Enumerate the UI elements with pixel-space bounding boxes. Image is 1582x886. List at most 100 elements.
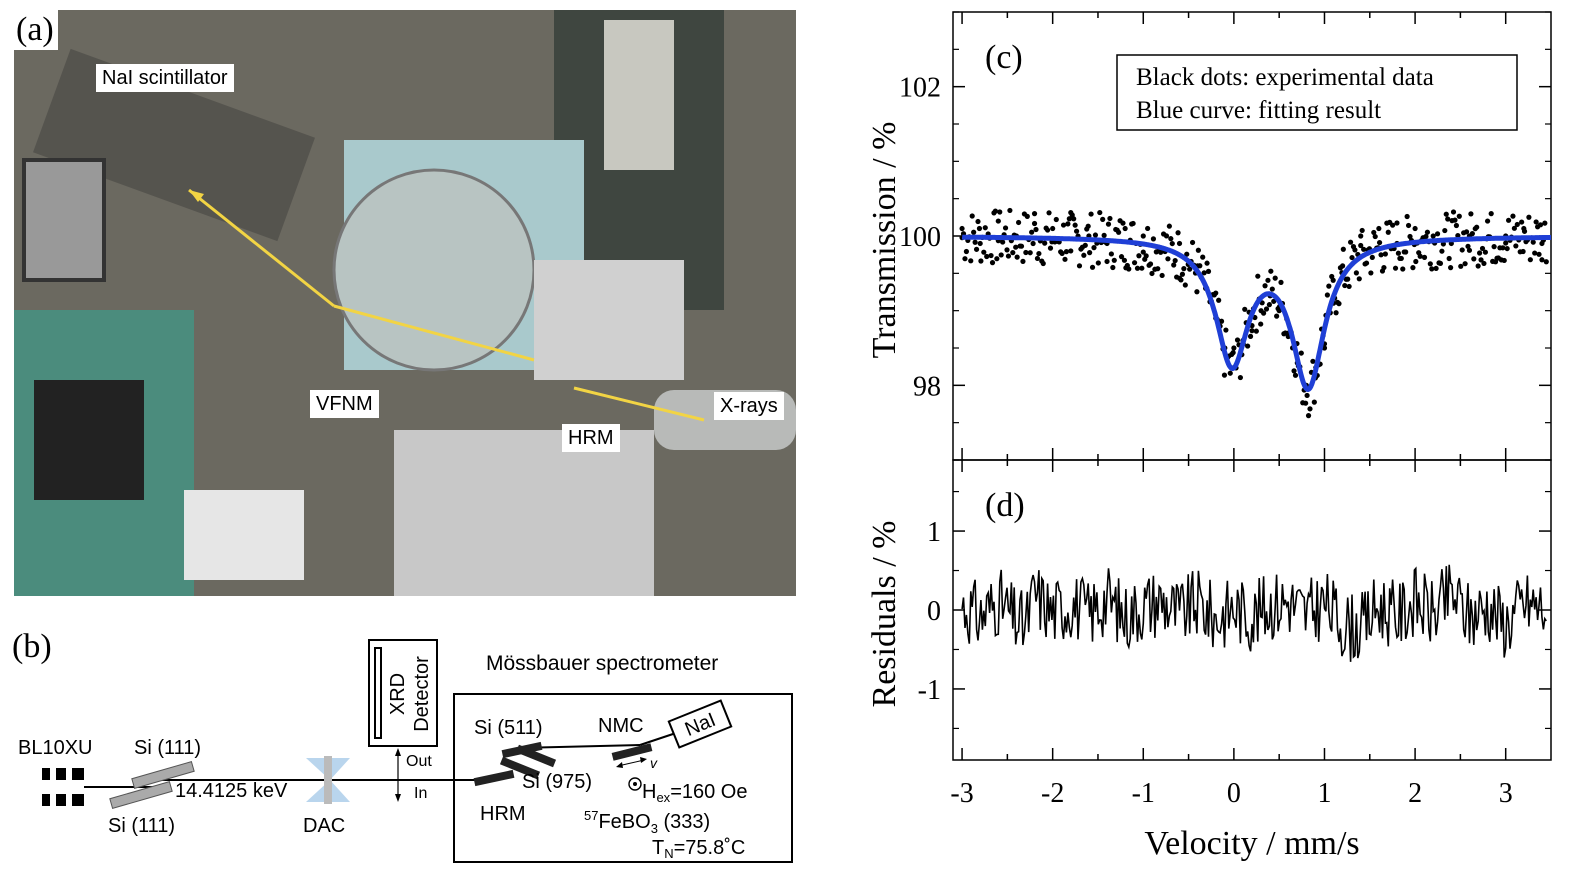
dac-label: DAC	[303, 815, 345, 837]
data-point	[1024, 213, 1030, 219]
data-point	[1042, 240, 1048, 246]
data-point	[982, 225, 988, 231]
data-point	[1029, 229, 1035, 235]
data-point	[1340, 263, 1346, 269]
data-point	[1458, 263, 1464, 269]
data-point	[1511, 225, 1517, 231]
data-point	[1342, 282, 1348, 289]
schematic-diagram: Mössbauer spectrometer XRD Detector Out …	[18, 639, 793, 863]
data-point	[975, 218, 981, 225]
x-tick-label: -2	[1041, 778, 1064, 809]
data-point	[1044, 227, 1051, 233]
data-point	[1543, 259, 1549, 265]
data-point	[1448, 265, 1454, 271]
data-point	[1263, 306, 1270, 312]
data-point	[978, 258, 984, 264]
data-point	[1310, 358, 1316, 364]
data-point	[1221, 372, 1228, 378]
data-point	[1118, 254, 1125, 260]
legend-entry: Black dots: experimental data	[1136, 64, 1434, 91]
data-point	[1097, 209, 1103, 216]
data-point	[1131, 260, 1138, 266]
data-point	[1424, 229, 1431, 235]
xrd-detector-box	[368, 639, 438, 747]
data-point	[981, 249, 987, 255]
data-point	[1445, 216, 1451, 222]
data-point	[1258, 321, 1264, 327]
data-point	[1234, 337, 1241, 343]
data-point	[1040, 260, 1046, 267]
data-point	[1181, 266, 1187, 272]
data-point	[1372, 233, 1378, 240]
data-point	[1479, 245, 1486, 252]
legend: Black dots: experimental data Blue curve:…	[1116, 54, 1518, 131]
legend-entry: Blue curve: fitting result	[1136, 97, 1381, 124]
data-point	[1417, 253, 1423, 259]
data-point	[1247, 333, 1254, 339]
si511-crystal-2	[473, 769, 515, 787]
data-point	[1088, 211, 1094, 217]
data-point	[1140, 249, 1146, 255]
data-point	[1166, 223, 1172, 229]
data-point	[1172, 257, 1178, 264]
data-point	[1013, 244, 1019, 250]
data-point	[1307, 406, 1313, 412]
undulator-icon	[42, 768, 84, 806]
data-point	[1369, 254, 1375, 261]
data-point	[1352, 247, 1358, 253]
data-point	[1274, 313, 1280, 319]
data-point	[1376, 225, 1382, 232]
data-point	[1255, 273, 1261, 279]
data-point	[1143, 253, 1149, 259]
data-point	[984, 253, 990, 260]
data-point	[1046, 210, 1052, 216]
data-point	[1403, 249, 1409, 255]
data-point	[1356, 276, 1362, 282]
data-point	[1149, 270, 1155, 277]
data-point	[1111, 257, 1117, 263]
data-point	[1434, 231, 1441, 237]
data-point	[1404, 213, 1410, 220]
x-tick-label: 3	[1499, 778, 1513, 809]
panel-label-b: (b)	[12, 628, 52, 665]
data-point	[1376, 239, 1383, 246]
data-point	[1091, 245, 1097, 251]
residuals-chart: -1 0 1 -3 -2 -1 0 1 2 3 Velocity / mm/s Residuals /…	[866, 459, 1552, 862]
data-point	[976, 225, 983, 232]
data-point	[972, 239, 978, 245]
detector-label: Detector	[411, 656, 433, 732]
data-point	[1363, 260, 1370, 266]
data-point	[1027, 250, 1033, 256]
bl10xu-label: BL10XU	[18, 737, 93, 759]
data-point	[1227, 370, 1233, 376]
data-point	[1336, 301, 1342, 307]
data-point	[1014, 254, 1020, 260]
data-point	[1371, 229, 1377, 236]
data-point	[1126, 266, 1132, 272]
data-point	[992, 208, 999, 214]
nmc-crystal	[611, 743, 653, 761]
data-point	[1358, 242, 1364, 249]
data-point	[1510, 213, 1516, 219]
data-point	[1100, 216, 1106, 222]
data-point	[1542, 220, 1548, 226]
data-point	[995, 218, 1001, 224]
data-point	[1171, 262, 1177, 268]
data-point	[1278, 279, 1284, 285]
data-point	[1533, 219, 1539, 225]
data-point	[1266, 302, 1272, 308]
data-point	[1081, 252, 1087, 258]
xrd-label: XRD	[387, 673, 409, 715]
y-axis-label: Residuals / %	[866, 521, 903, 708]
velocity-label: v	[650, 755, 658, 771]
data-point	[1095, 260, 1101, 266]
data-point	[1532, 250, 1538, 256]
y-tick-label: 98	[913, 371, 941, 402]
data-point	[1147, 261, 1154, 267]
y-tick-label: 0	[927, 596, 941, 627]
data-point	[1031, 220, 1038, 227]
data-point	[1134, 265, 1141, 271]
data-point	[1423, 233, 1429, 240]
data-point	[1201, 270, 1207, 276]
data-point	[1268, 268, 1274, 274]
